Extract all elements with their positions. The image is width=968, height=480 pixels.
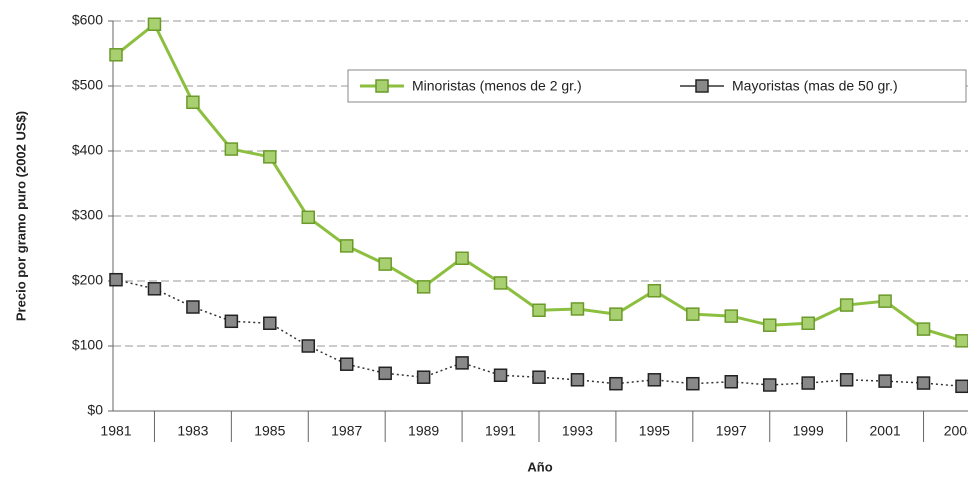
- marker: [839, 298, 854, 312]
- marker: [224, 142, 239, 156]
- x-tick-label: 1999: [793, 423, 824, 439]
- x-tick-label: 1991: [485, 423, 516, 439]
- x-tick-label: 1989: [408, 423, 439, 439]
- marker: [416, 370, 431, 384]
- marker: [570, 373, 585, 387]
- x-tick-label: 1981: [100, 423, 131, 439]
- y-tick-label: $100: [72, 337, 103, 353]
- x-axis-title: Año: [527, 459, 552, 474]
- marker: [724, 309, 739, 323]
- marker: [801, 376, 815, 390]
- x-tick-label: 2001: [870, 423, 901, 439]
- marker: [878, 374, 892, 388]
- legend-box: [347, 69, 967, 103]
- x-tick-label: 1987: [331, 423, 362, 439]
- marker: [301, 210, 316, 225]
- x-tick-label: 1997: [716, 423, 747, 439]
- y-tick-label: $500: [72, 77, 103, 93]
- marker: [339, 239, 354, 253]
- marker: [916, 376, 931, 390]
- y-tick-label: $300: [72, 207, 103, 223]
- marker: [762, 318, 777, 332]
- x-tick-label: 1983: [177, 423, 208, 439]
- marker: [455, 356, 469, 370]
- marker: [916, 322, 931, 336]
- legend-label: Minoristas (menos de 2 gr.): [412, 78, 582, 94]
- marker: [955, 334, 968, 348]
- marker: [801, 316, 815, 330]
- legend-marker: [695, 79, 709, 93]
- marker: [839, 373, 854, 387]
- marker: [762, 378, 777, 392]
- marker: [532, 370, 546, 384]
- marker: [186, 95, 200, 109]
- marker: [955, 379, 968, 394]
- marker: [109, 48, 123, 62]
- marker: [686, 376, 700, 391]
- marker: [647, 373, 662, 387]
- legend-label: Mayoristas (mas de 50 gr.): [732, 78, 898, 94]
- marker: [455, 251, 469, 265]
- line: [115, 278, 963, 388]
- x-tick-label: 1985: [254, 423, 285, 439]
- x-tick-label: 1993: [562, 423, 593, 439]
- x-tick-label: 2003*: [944, 423, 968, 439]
- marker: [878, 294, 892, 308]
- y-axis-title: Precio por gramo puro (2002 US$): [13, 111, 28, 321]
- marker: [186, 300, 200, 314]
- marker: [493, 276, 508, 290]
- marker: [378, 366, 392, 381]
- marker: [532, 303, 546, 317]
- marker: [378, 257, 392, 271]
- marker: [647, 284, 662, 298]
- y-tick-label: $400: [72, 142, 103, 158]
- marker: [109, 272, 123, 287]
- x-tick-label: 1995: [639, 423, 670, 439]
- marker: [724, 375, 739, 389]
- marker: [339, 357, 354, 371]
- marker: [570, 302, 585, 316]
- legend-marker: [375, 79, 389, 93]
- y-tick-label: $200: [72, 272, 103, 288]
- marker: [263, 316, 277, 330]
- marker: [609, 376, 623, 391]
- marker: [263, 150, 277, 164]
- y-tick-label: $600: [72, 12, 103, 28]
- marker: [301, 339, 316, 353]
- marker: [493, 368, 508, 382]
- marker: [686, 307, 700, 321]
- marker: [147, 282, 162, 296]
- marker: [609, 307, 623, 321]
- y-tick-label: $0: [87, 402, 103, 418]
- marker: [416, 280, 431, 294]
- marker: [224, 314, 239, 329]
- marker: [147, 17, 162, 31]
